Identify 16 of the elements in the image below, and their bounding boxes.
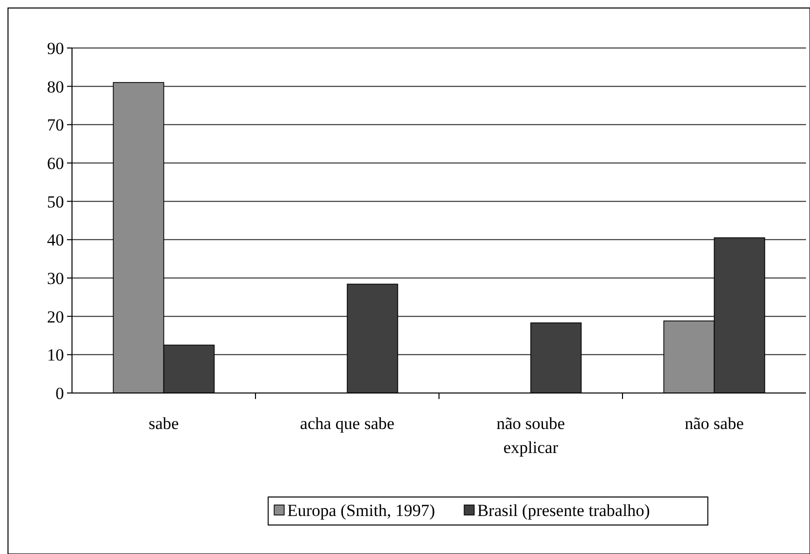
x-tick-label: não sabe: [684, 414, 744, 433]
legend-label: Brasil (presente trabalho): [477, 500, 650, 520]
y-tick-label: 30: [47, 268, 64, 288]
x-tick-label: sabe: [148, 414, 179, 433]
y-tick-label: 0: [56, 384, 64, 403]
x-tick-label: não soube explicar: [496, 414, 565, 457]
y-tick-label: 10: [47, 346, 64, 365]
y-tick-label: 90: [47, 38, 64, 58]
y-tick-label: 40: [47, 230, 64, 250]
x-tick-label: acha que sabe: [300, 414, 394, 433]
y-tick-label: 60: [47, 154, 64, 173]
y-tick-label: 70: [47, 116, 64, 135]
y-tick-label: 20: [47, 307, 64, 326]
y-tick-label: 50: [47, 192, 64, 212]
legend-label: Europa (Smith, 1997): [287, 500, 435, 520]
y-tick-label: 80: [47, 77, 64, 96]
